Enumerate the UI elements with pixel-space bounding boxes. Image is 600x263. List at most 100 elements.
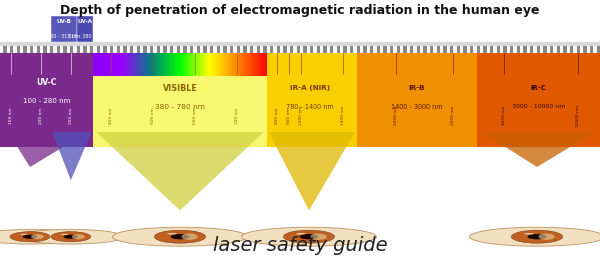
Bar [506, 46, 510, 53]
Bar [317, 46, 320, 53]
Ellipse shape [524, 233, 534, 234]
Bar [163, 46, 167, 53]
Bar [514, 46, 517, 53]
Bar [197, 46, 200, 53]
Bar [20, 46, 23, 53]
Bar [397, 46, 400, 53]
Bar [540, 46, 544, 53]
Text: Depth of penetration of electromagnetic radiation in the human eye: Depth of penetration of electromagnetic … [60, 4, 540, 17]
Text: 10000 nm: 10000 nm [576, 105, 580, 127]
Bar [13, 46, 17, 53]
Text: 380 - 780 nm: 380 - 780 nm [155, 104, 205, 109]
Bar [230, 46, 233, 53]
Text: IR-C: IR-C [530, 85, 546, 91]
Bar [473, 46, 476, 53]
Bar [394, 46, 397, 53]
Bar [193, 46, 197, 53]
Bar [570, 46, 574, 53]
Bar [520, 46, 523, 53]
Ellipse shape [61, 234, 68, 235]
Bar [26, 46, 30, 53]
Bar [587, 46, 590, 53]
Text: IR-B: IR-B [409, 85, 425, 91]
Ellipse shape [154, 230, 206, 243]
Bar [120, 46, 124, 53]
Bar [64, 46, 67, 53]
Text: 900 nm: 900 nm [287, 108, 291, 124]
Ellipse shape [311, 234, 327, 240]
Bar [476, 46, 480, 53]
Bar [200, 46, 203, 53]
Bar [250, 46, 253, 53]
Text: IR-A (NIR): IR-A (NIR) [290, 85, 330, 91]
Bar [227, 46, 230, 53]
Bar [390, 46, 394, 53]
Bar [56, 46, 60, 53]
Bar [427, 46, 430, 53]
Bar [180, 46, 184, 53]
Bar [160, 46, 163, 53]
Bar [154, 46, 157, 53]
Text: UV-C: UV-C [36, 78, 56, 87]
Bar [60, 46, 64, 53]
Bar [280, 46, 283, 53]
Bar [290, 46, 293, 53]
Bar [380, 46, 383, 53]
Bar [410, 46, 413, 53]
Ellipse shape [64, 235, 78, 239]
Bar [70, 46, 73, 53]
Bar [267, 53, 357, 147]
Bar [43, 46, 47, 53]
Text: 100 nm: 100 nm [9, 108, 13, 124]
Bar [143, 46, 146, 53]
Bar [326, 46, 330, 53]
Text: 4000 nm: 4000 nm [502, 106, 506, 125]
Bar [503, 46, 506, 53]
Bar [253, 46, 257, 53]
Bar [517, 46, 520, 53]
Bar [223, 46, 227, 53]
Bar [383, 46, 386, 53]
Ellipse shape [299, 234, 319, 239]
Text: 700 nm: 700 nm [235, 108, 239, 124]
Bar [440, 46, 443, 53]
Text: 400 nm: 400 nm [109, 108, 113, 124]
Bar [307, 46, 310, 53]
Bar [167, 46, 170, 53]
Bar [574, 46, 577, 53]
Bar [533, 46, 536, 53]
Bar [0, 42, 600, 53]
Bar [146, 46, 150, 53]
Polygon shape [93, 129, 267, 210]
Polygon shape [477, 129, 600, 167]
Bar [527, 46, 530, 53]
Bar [313, 46, 317, 53]
Bar [274, 46, 277, 53]
Text: laser safety guide: laser safety guide [212, 236, 388, 255]
Bar [343, 46, 347, 53]
Bar [244, 46, 247, 53]
Bar [593, 46, 596, 53]
Ellipse shape [23, 235, 37, 239]
Bar [407, 46, 410, 53]
Bar [457, 46, 460, 53]
Bar [287, 46, 290, 53]
Bar [310, 46, 313, 53]
Bar [367, 46, 370, 53]
Bar [463, 46, 467, 53]
Bar [124, 46, 127, 53]
Bar [470, 46, 473, 53]
Bar [0, 46, 4, 53]
Bar [77, 16, 93, 42]
Bar [170, 46, 173, 53]
Bar [450, 46, 454, 53]
Bar [270, 46, 274, 53]
Text: 780 - 1400 nm: 780 - 1400 nm [286, 104, 334, 109]
Bar [550, 46, 553, 53]
Ellipse shape [527, 234, 547, 239]
Text: 600 nm: 600 nm [193, 108, 197, 124]
Text: 1400 - 3000 nm: 1400 - 3000 nm [391, 104, 443, 109]
Bar [413, 46, 416, 53]
Ellipse shape [470, 227, 600, 246]
Bar [130, 46, 133, 53]
